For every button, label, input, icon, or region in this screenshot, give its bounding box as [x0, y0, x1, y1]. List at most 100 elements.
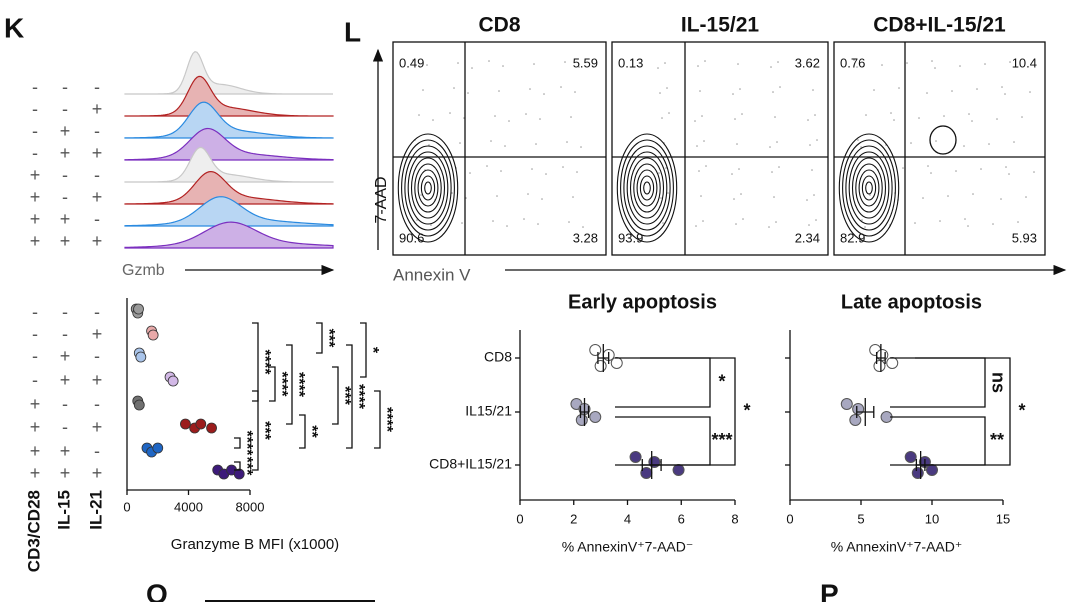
condition-sign: -	[32, 77, 38, 97]
dot	[610, 357, 623, 369]
dot	[648, 456, 661, 468]
contour	[639, 175, 655, 201]
dot	[135, 351, 147, 363]
event	[568, 221, 570, 223]
chart-title: Early apoptosis	[568, 291, 717, 313]
dot	[911, 467, 924, 479]
event	[776, 141, 778, 143]
event	[963, 145, 965, 147]
significance: **	[990, 430, 1004, 450]
event	[815, 219, 817, 221]
dot	[167, 375, 179, 387]
event	[769, 146, 771, 148]
quadrant-value: 93.9	[618, 230, 643, 245]
contour	[851, 157, 887, 219]
event	[416, 219, 418, 221]
event	[457, 62, 459, 64]
bracket	[269, 366, 276, 402]
event	[508, 120, 510, 122]
event	[902, 167, 904, 169]
event	[529, 88, 531, 90]
event	[1001, 86, 1003, 88]
dot	[904, 451, 917, 463]
event	[1000, 198, 1002, 200]
event	[731, 173, 733, 175]
event	[695, 225, 697, 227]
condition-sign: -	[94, 302, 100, 322]
event	[807, 119, 809, 121]
event	[733, 198, 735, 200]
condition-sign: +	[92, 231, 103, 251]
bracket	[234, 437, 241, 449]
event	[812, 89, 814, 91]
significance: ****	[273, 372, 290, 398]
panel-label: K	[4, 12, 24, 43]
event	[660, 197, 662, 199]
event	[531, 168, 533, 170]
event	[500, 170, 502, 172]
event	[857, 139, 859, 141]
event	[984, 63, 986, 65]
event	[771, 171, 773, 173]
condition-sign: -	[94, 346, 100, 366]
x-axis-label: % AnnexinV⁺7-AAD⁻	[562, 539, 694, 555]
condition-sign: -	[32, 302, 38, 322]
event	[959, 65, 961, 67]
contour	[420, 175, 436, 201]
axis	[519, 330, 735, 501]
event	[580, 146, 582, 148]
panel-title: CD8+IL-15/21	[873, 14, 1006, 37]
contour	[636, 169, 658, 207]
event	[696, 145, 698, 147]
condition-sign: +	[30, 463, 41, 483]
bracket	[252, 390, 259, 471]
significance: ****	[350, 384, 367, 410]
event	[666, 87, 668, 89]
bracket	[299, 414, 306, 449]
condition-label: CD3/CD28	[24, 490, 43, 572]
panel-label: L	[344, 16, 361, 47]
dot	[589, 344, 602, 356]
event	[732, 93, 734, 95]
x-tick-label: 0	[786, 511, 793, 526]
event	[930, 172, 932, 174]
condition-sign: -	[62, 99, 68, 119]
event	[657, 67, 659, 69]
bracket	[640, 357, 736, 466]
event	[694, 120, 696, 122]
event	[967, 225, 969, 227]
event	[947, 195, 949, 197]
event	[976, 88, 978, 90]
dot	[876, 349, 889, 361]
event	[494, 115, 496, 117]
x-tick-label: 2	[570, 511, 577, 526]
event	[772, 91, 774, 93]
contour	[633, 163, 661, 213]
plot-frame	[833, 41, 1046, 256]
bracket	[332, 366, 339, 425]
event	[420, 194, 422, 196]
event	[951, 90, 953, 92]
event	[735, 223, 737, 225]
significance: *	[743, 400, 750, 420]
event	[778, 166, 780, 168]
event	[430, 224, 432, 226]
condition-sign: +	[92, 187, 103, 207]
event	[535, 143, 537, 145]
dot	[233, 468, 245, 480]
dot	[672, 464, 685, 476]
condition-sign: -	[62, 77, 68, 97]
contour	[842, 139, 896, 237]
condition-sign: -	[62, 324, 68, 344]
chart-title: Late apoptosis	[841, 291, 982, 313]
event	[943, 115, 945, 117]
event	[1025, 196, 1027, 198]
event	[922, 197, 924, 199]
contour	[929, 125, 957, 155]
significance: ***	[256, 421, 273, 440]
event	[668, 112, 670, 114]
dot	[840, 398, 853, 410]
event	[890, 112, 892, 114]
x-tick-label: 0	[123, 499, 130, 514]
histogram-curve	[124, 146, 334, 183]
